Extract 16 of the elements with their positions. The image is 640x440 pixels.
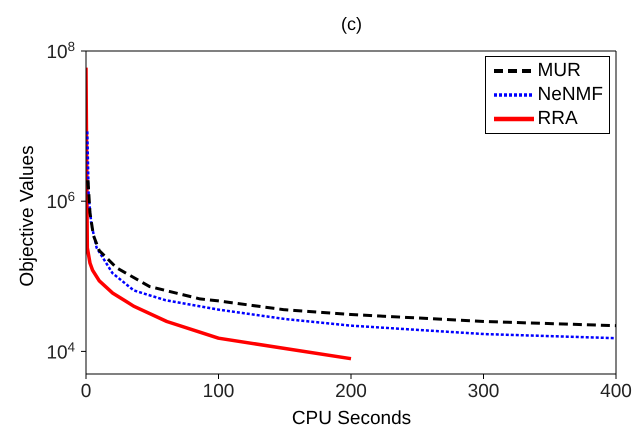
line-series (86, 66, 353, 360)
x-axis-title: CPU Seconds (290, 408, 412, 430)
y-axis-title: Objective Values (17, 145, 39, 287)
chart-title: (c) (340, 14, 363, 35)
y-tick-label: 10$^{6}$ (46, 188, 75, 214)
y-tick-label: 10$^{8}$ (46, 38, 75, 63)
y-tick-label: 10$^{4}$ (46, 338, 75, 364)
x-tick-label: 0 (80, 381, 92, 402)
line-series (86, 130, 616, 340)
x-tick-label: 100 (202, 381, 234, 402)
x-tick-label: 200 (335, 381, 367, 402)
x-tick-label: 300 (468, 381, 500, 402)
legend-label: RRA (538, 108, 578, 130)
legend-label: MUR (538, 60, 581, 82)
x-tick-label: 400 (600, 381, 632, 402)
legend-label: NeNMF (538, 84, 603, 106)
